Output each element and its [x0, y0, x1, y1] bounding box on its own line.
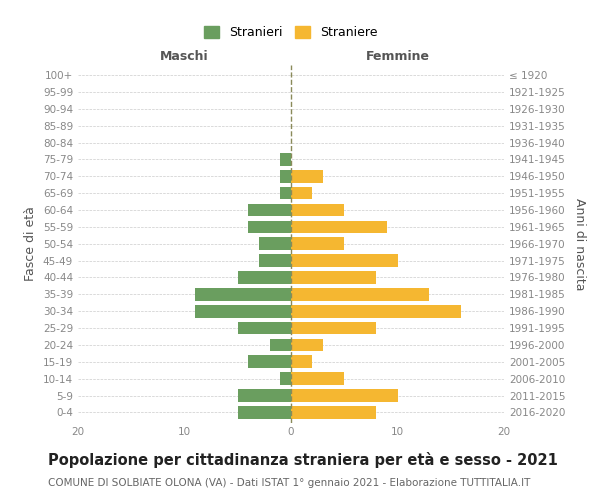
Text: COMUNE DI SOLBIATE OLONA (VA) - Dati ISTAT 1° gennaio 2021 - Elaborazione TUTTIT: COMUNE DI SOLBIATE OLONA (VA) - Dati IST… — [48, 478, 530, 488]
Bar — [238, 389, 291, 402]
Bar — [280, 372, 291, 385]
Text: Femmine: Femmine — [365, 50, 430, 64]
Legend: Stranieri, Straniere: Stranieri, Straniere — [199, 21, 383, 44]
Bar — [291, 389, 398, 402]
Bar — [291, 288, 430, 300]
Bar — [248, 204, 291, 216]
Bar — [259, 238, 291, 250]
Bar — [291, 356, 313, 368]
Bar — [291, 271, 376, 284]
Bar — [248, 356, 291, 368]
Bar — [270, 338, 291, 351]
Bar — [291, 220, 387, 233]
Bar — [248, 220, 291, 233]
Bar — [238, 271, 291, 284]
Bar — [291, 322, 376, 334]
Bar — [280, 153, 291, 166]
Bar — [280, 170, 291, 182]
Bar — [291, 170, 323, 182]
Bar — [291, 238, 344, 250]
Bar — [291, 406, 376, 418]
Bar — [291, 204, 344, 216]
Bar — [195, 288, 291, 300]
Bar — [291, 305, 461, 318]
Text: Popolazione per cittadinanza straniera per età e sesso - 2021: Popolazione per cittadinanza straniera p… — [48, 452, 558, 468]
Bar — [280, 187, 291, 200]
Bar — [291, 372, 344, 385]
Bar — [291, 187, 313, 200]
Bar — [238, 322, 291, 334]
Text: Maschi: Maschi — [160, 50, 209, 64]
Bar — [259, 254, 291, 267]
Bar — [291, 338, 323, 351]
Y-axis label: Fasce di età: Fasce di età — [25, 206, 37, 281]
Y-axis label: Anni di nascita: Anni di nascita — [572, 198, 586, 290]
Bar — [238, 406, 291, 418]
Bar — [195, 305, 291, 318]
Bar — [291, 254, 398, 267]
